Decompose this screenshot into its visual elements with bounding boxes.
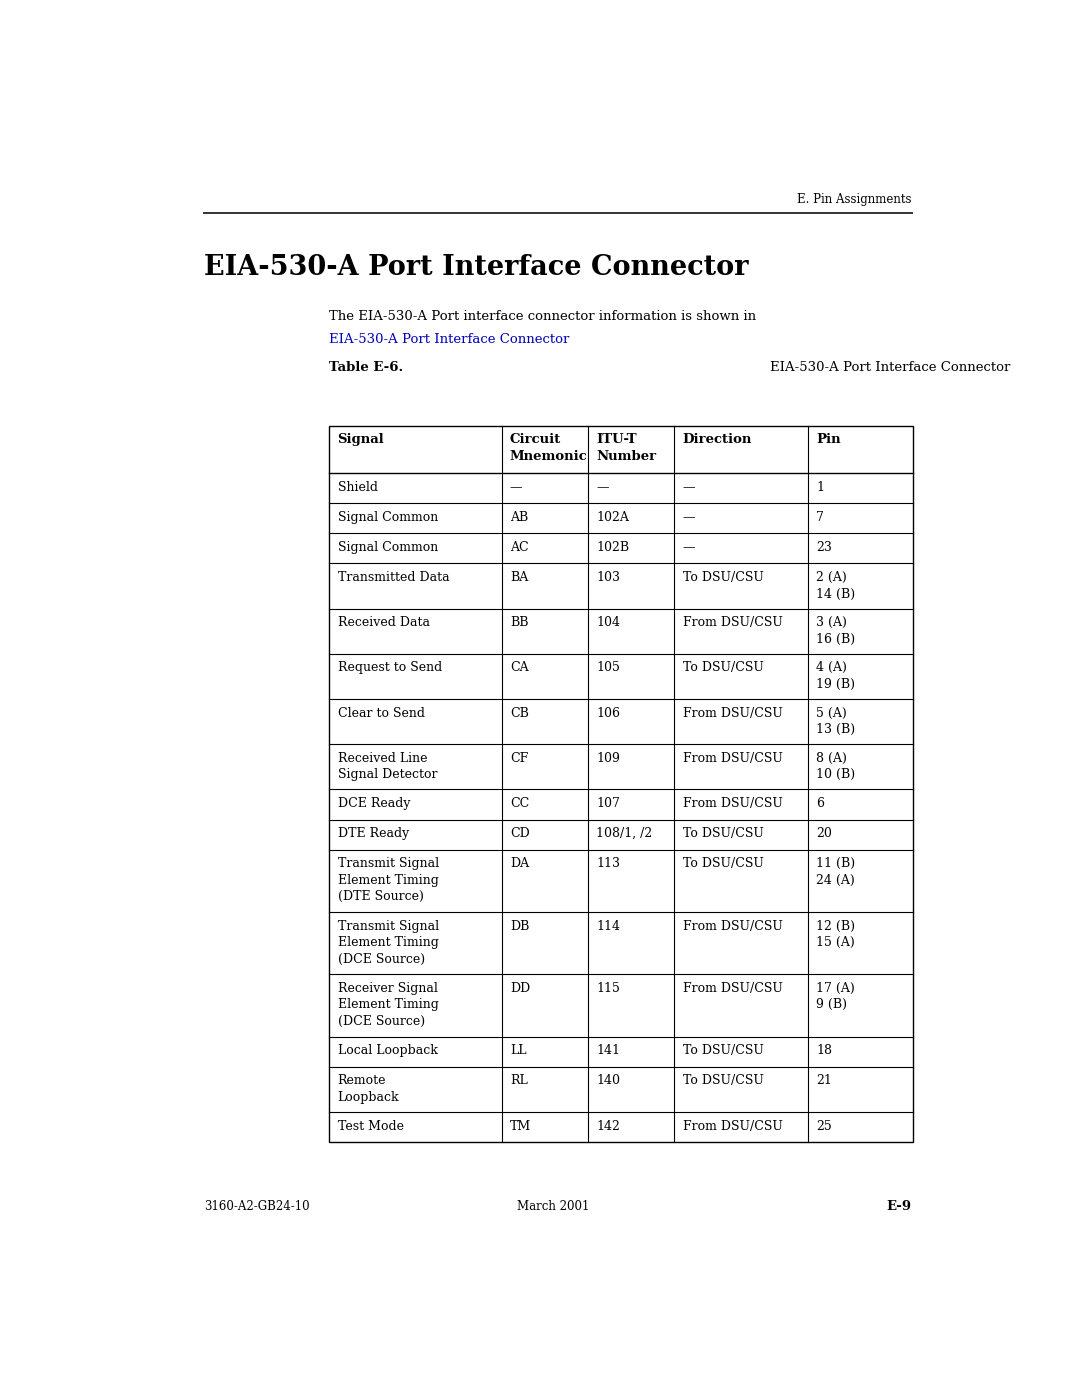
Text: 21: 21 — [816, 1074, 832, 1087]
Text: 12 (B)
15 (A): 12 (B) 15 (A) — [816, 919, 855, 949]
Text: CA: CA — [510, 661, 528, 675]
Text: To DSU/CSU: To DSU/CSU — [683, 571, 764, 584]
Text: 1: 1 — [816, 481, 824, 493]
Text: The EIA-530-A Port interface connector information is shown in: The EIA-530-A Port interface connector i… — [329, 310, 760, 323]
Text: From DSU/CSU: From DSU/CSU — [683, 707, 783, 719]
Text: Circuit
Mnemonic: Circuit Mnemonic — [510, 433, 588, 462]
Text: From DSU/CSU: From DSU/CSU — [683, 616, 783, 629]
Text: EIA-530-A Port Interface Connector: EIA-530-A Port Interface Connector — [204, 254, 748, 281]
Text: Signal Common: Signal Common — [338, 541, 437, 553]
Text: 7: 7 — [816, 511, 824, 524]
Text: Clear to Send: Clear to Send — [338, 707, 424, 719]
Text: Shield: Shield — [338, 481, 378, 493]
Text: Remote
Loopback: Remote Loopback — [338, 1074, 400, 1104]
Text: Test Mode: Test Mode — [338, 1119, 404, 1133]
Text: Transmit Signal
Element Timing
(DCE Source): Transmit Signal Element Timing (DCE Sour… — [338, 919, 438, 965]
Text: AB: AB — [510, 511, 528, 524]
Text: Direction: Direction — [683, 433, 752, 446]
Text: DD: DD — [510, 982, 530, 995]
Text: 2 (A)
14 (B): 2 (A) 14 (B) — [816, 571, 855, 601]
Text: To DSU/CSU: To DSU/CSU — [683, 661, 764, 675]
Text: 107: 107 — [596, 796, 620, 810]
Text: CB: CB — [510, 707, 529, 719]
Text: Received Line
Signal Detector: Received Line Signal Detector — [338, 752, 437, 781]
Text: 103: 103 — [596, 571, 620, 584]
Text: To DSU/CSU: To DSU/CSU — [683, 858, 764, 870]
Text: From DSU/CSU: From DSU/CSU — [683, 752, 783, 764]
Text: 104: 104 — [596, 616, 620, 629]
Text: —: — — [683, 541, 696, 553]
Text: CD: CD — [510, 827, 529, 840]
Text: Received Data: Received Data — [338, 616, 430, 629]
Text: 109: 109 — [596, 752, 620, 764]
Text: Transmitted Data: Transmitted Data — [338, 571, 449, 584]
Text: 113: 113 — [596, 858, 620, 870]
Text: 25: 25 — [816, 1119, 832, 1133]
Text: From DSU/CSU: From DSU/CSU — [683, 1119, 783, 1133]
Text: 108/1, /2: 108/1, /2 — [596, 827, 652, 840]
Text: 115: 115 — [596, 982, 620, 995]
Text: —: — — [596, 481, 609, 493]
Text: 102B: 102B — [596, 541, 630, 553]
Text: LL: LL — [510, 1045, 526, 1058]
Text: E. Pin Assignments: E. Pin Assignments — [797, 193, 912, 205]
Text: 142: 142 — [596, 1119, 620, 1133]
Text: 5 (A)
13 (B): 5 (A) 13 (B) — [816, 707, 855, 736]
Text: 18: 18 — [816, 1045, 832, 1058]
Text: Receiver Signal
Element Timing
(DCE Source): Receiver Signal Element Timing (DCE Sour… — [338, 982, 438, 1028]
Text: 11 (B)
24 (A): 11 (B) 24 (A) — [816, 858, 855, 887]
Text: 114: 114 — [596, 919, 620, 933]
Text: Local Loopback: Local Loopback — [338, 1045, 437, 1058]
Text: 106: 106 — [596, 707, 620, 719]
Text: 8 (A)
10 (B): 8 (A) 10 (B) — [816, 752, 855, 781]
Text: From DSU/CSU: From DSU/CSU — [683, 796, 783, 810]
Text: —: — — [510, 481, 523, 493]
Text: From DSU/CSU: From DSU/CSU — [683, 982, 783, 995]
Text: EIA-530-A Port Interface Connector: EIA-530-A Port Interface Connector — [754, 362, 1011, 374]
Text: TM: TM — [510, 1119, 531, 1133]
Bar — [329, 426, 914, 1143]
Text: Request to Send: Request to Send — [338, 661, 442, 675]
Text: BB: BB — [510, 616, 528, 629]
Text: 102A: 102A — [596, 511, 630, 524]
Text: DA: DA — [510, 858, 529, 870]
Text: DTE Ready: DTE Ready — [338, 827, 409, 840]
Text: Signal: Signal — [338, 433, 384, 446]
Text: DB: DB — [510, 919, 529, 933]
Text: DCE Ready: DCE Ready — [338, 796, 410, 810]
Text: —: — — [683, 511, 696, 524]
Text: 6: 6 — [816, 796, 824, 810]
Text: To DSU/CSU: To DSU/CSU — [683, 1045, 764, 1058]
Text: Table E-6.: Table E-6. — [329, 362, 404, 374]
Text: 23: 23 — [816, 541, 832, 553]
Text: 140: 140 — [596, 1074, 620, 1087]
Text: 17 (A)
9 (B): 17 (A) 9 (B) — [816, 982, 854, 1011]
Text: CC: CC — [510, 796, 529, 810]
Text: AC: AC — [510, 541, 528, 553]
Text: To DSU/CSU: To DSU/CSU — [683, 1074, 764, 1087]
Text: 141: 141 — [596, 1045, 620, 1058]
Text: March 2001: March 2001 — [517, 1200, 590, 1213]
Text: Signal Common: Signal Common — [338, 511, 437, 524]
Text: Transmit Signal
Element Timing
(DTE Source): Transmit Signal Element Timing (DTE Sour… — [338, 858, 438, 902]
Text: Pin: Pin — [816, 433, 840, 446]
Text: From DSU/CSU: From DSU/CSU — [683, 919, 783, 933]
Text: 105: 105 — [596, 661, 620, 675]
Text: BA: BA — [510, 571, 528, 584]
Text: 3 (A)
16 (B): 3 (A) 16 (B) — [816, 616, 855, 645]
Text: —: — — [683, 481, 696, 493]
Text: CF: CF — [510, 752, 528, 764]
Text: To DSU/CSU: To DSU/CSU — [683, 827, 764, 840]
Text: 3160-A2-GB24-10: 3160-A2-GB24-10 — [204, 1200, 309, 1213]
Text: RL: RL — [510, 1074, 528, 1087]
Text: E-9: E-9 — [887, 1200, 912, 1213]
Text: 4 (A)
19 (B): 4 (A) 19 (B) — [816, 661, 855, 692]
Text: ITU-T
Number: ITU-T Number — [596, 433, 657, 462]
Text: 20: 20 — [816, 827, 832, 840]
Text: EIA-530-A Port Interface Connector: EIA-530-A Port Interface Connector — [329, 334, 569, 346]
